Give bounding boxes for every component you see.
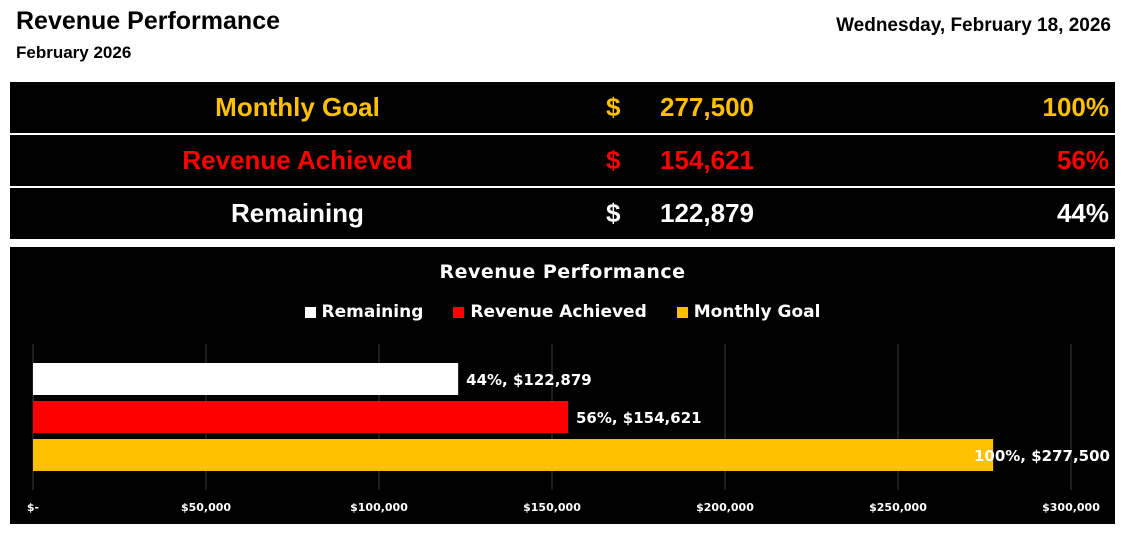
summary-row-achieved: Revenue Achieved $ 154,621 56% [10,135,1115,186]
x-tick-label: $50,000 [181,501,231,514]
summary-percent: 56% [1056,145,1109,175]
summary-percent: 100% [1042,92,1110,122]
summary-row-goal: Monthly Goal $ 277,500 100% [10,82,1115,133]
currency-symbol: $ [606,92,621,122]
summary-amount: 277,500 [660,92,754,122]
summary-percent: 44% [1056,198,1109,228]
bar [33,439,994,471]
report-date: Wednesday, February 18, 2026 [836,15,1111,36]
data-label: 100%, $277,500 [974,447,1110,465]
legend-swatch [676,306,688,318]
summary-row-remaining: Remaining $ 122,879 44% [10,188,1115,239]
revenue-chart: Revenue Performance Remaining Revenue Ac… [10,247,1115,524]
chart-legend: Remaining Revenue Achieved Monthly Goal [10,302,1115,322]
currency-symbol: $ [606,145,621,175]
page-title: Revenue Performance [16,7,281,35]
x-tick-label: $200,000 [696,501,754,514]
legend-label: Remaining [321,302,424,322]
bar [33,401,568,433]
data-label: 44%, $122,879 [466,371,592,389]
currency-symbol: $ [606,198,621,228]
bar-plot: $- $50,000 $100,000 $150,000 $200,000 $250,00… [27,344,1110,514]
legend-item-goal: Monthly Goal [676,302,821,322]
legend-label: Monthly Goal [693,302,821,322]
x-tick-label: $150,000 [523,501,581,514]
x-tick-label: $- [27,501,39,514]
x-tick-label: $300,000 [1042,501,1100,514]
legend-item-achieved: Revenue Achieved [453,302,647,322]
data-label: 56%, $154,621 [576,409,702,427]
x-tick-label: $250,000 [869,501,927,514]
legend-label: Revenue Achieved [470,302,647,322]
chart-title: Revenue Performance [439,261,686,283]
summary-amount: 122,879 [660,198,754,228]
legend-item-remaining: Remaining [304,302,424,322]
summary-label: Monthly Goal [215,92,380,122]
page-subtitle: February 2026 [16,43,132,62]
legend-swatch [304,306,316,318]
summary-amount: 154,621 [660,145,754,175]
summary-label: Remaining [231,198,364,228]
summary-label: Revenue Achieved [182,145,413,175]
summary-table: Monthly Goal $ 277,500 100% Revenue Achi… [10,82,1115,241]
legend-swatch [453,306,465,318]
x-tick-label: $100,000 [350,501,408,514]
bar [33,363,459,395]
